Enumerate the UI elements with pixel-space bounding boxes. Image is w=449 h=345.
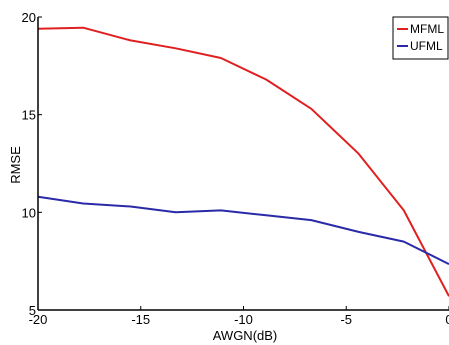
x-ticks: -20 -15 -10 -5 0	[29, 306, 449, 327]
plot-lines	[37, 26, 449, 297]
x-tick-label: -5	[340, 312, 352, 327]
y-tick-label: 15	[22, 108, 36, 123]
x-tick-label: -15	[131, 312, 150, 327]
x-axis-title: AWGN(dB)	[213, 328, 278, 343]
y-tick-label: 20	[22, 10, 36, 25]
y-tick-label: 10	[22, 205, 36, 220]
legend-label-mfml: MFML	[410, 22, 444, 36]
y-ticks: 5 10 15 20	[22, 10, 42, 318]
x-tick-label: -10	[234, 312, 253, 327]
series-line-ufml	[37, 195, 449, 265]
x-tick-label: 0	[445, 312, 449, 327]
series-line-mfml	[37, 26, 449, 297]
legend-label-ufml: UFML	[410, 39, 443, 53]
y-tick-label: 5	[29, 303, 36, 318]
legend-box	[392, 16, 449, 60]
x-tick-label: -20	[29, 312, 48, 327]
legend: MFML UFML	[392, 16, 449, 60]
y-axis-title: RMSE	[8, 146, 23, 184]
